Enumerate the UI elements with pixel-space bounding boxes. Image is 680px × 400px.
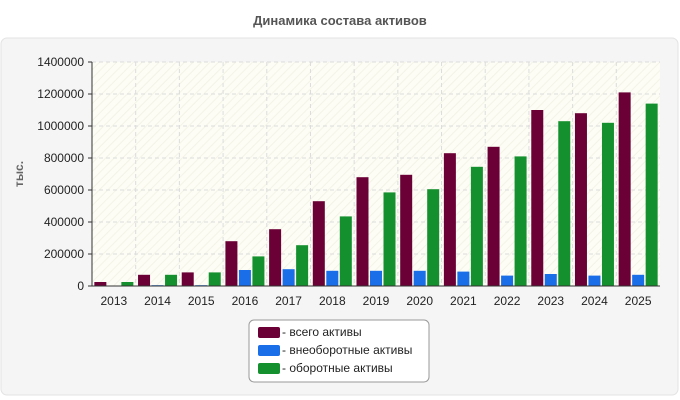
bar-series-0-2024 xyxy=(574,113,587,286)
x-tick-label: 2023 xyxy=(537,294,564,308)
x-tick-label: 2022 xyxy=(494,294,521,308)
legend-swatch xyxy=(258,345,280,356)
bar-series-0-2020 xyxy=(400,174,413,286)
bar-series-1-2022 xyxy=(501,275,514,286)
legend-swatch xyxy=(258,363,280,374)
bars xyxy=(94,92,658,287)
y-tick-label: 400000 xyxy=(44,215,84,229)
x-tick-label: 2015 xyxy=(188,294,215,308)
y-tick-label: 0 xyxy=(77,279,84,293)
x-tick-label: 2018 xyxy=(319,294,346,308)
bar-series-0-2021 xyxy=(443,153,456,286)
bar-series-0-2023 xyxy=(531,110,544,286)
bar-series-1-2017 xyxy=(282,269,295,286)
x-tick-label: 2017 xyxy=(275,294,302,308)
plot-area xyxy=(92,62,660,286)
x-tick-label: 2013 xyxy=(100,294,127,308)
legend-entry: - внеоборотные активы xyxy=(282,343,412,357)
legend-entry: - оборотные активы xyxy=(282,361,393,375)
bar-series-0-2018 xyxy=(312,201,325,286)
bar-series-0-2016 xyxy=(225,241,238,286)
bar-series-2-2013 xyxy=(121,282,134,286)
bar-series-2-2018 xyxy=(339,216,352,286)
x-tick-label: 2014 xyxy=(144,294,171,308)
bar-series-1-2024 xyxy=(588,275,601,286)
bar-series-0-2025 xyxy=(618,92,631,287)
bar-series-2-2019 xyxy=(383,192,396,286)
bar-series-1-2018 xyxy=(326,270,339,286)
legend-box xyxy=(248,319,430,383)
bar-series-0-2022 xyxy=(487,146,500,286)
bar-series-2-2014 xyxy=(165,274,178,286)
chart-title: Динамика состава активов xyxy=(253,13,427,28)
bar-series-0-2013 xyxy=(94,282,107,286)
x-tick-label: 2024 xyxy=(581,294,608,308)
x-tick-label: 2020 xyxy=(406,294,433,308)
bar-series-0-2015 xyxy=(181,272,194,286)
y-axis-label: тыс. xyxy=(12,161,26,187)
grid-lines xyxy=(92,61,660,286)
bar-series-1-2021 xyxy=(457,271,470,286)
y-tick-label: 1400000 xyxy=(37,55,84,69)
bar-series-2-2021 xyxy=(470,166,483,286)
legend-entry: - всего активы xyxy=(282,325,362,339)
bar-series-2-2023 xyxy=(558,121,571,286)
legend: - всего активы - внеоборотные активы - обо… xyxy=(248,319,430,383)
bar-series-1-2025 xyxy=(632,274,645,286)
y-tick-label: 800000 xyxy=(44,151,84,165)
axes xyxy=(88,61,660,287)
bar-series-1-2019 xyxy=(370,270,382,286)
x-tick-label: 2021 xyxy=(450,294,477,308)
bar-series-2-2025 xyxy=(645,103,658,286)
x-tick-labels: 2013 2014 2015 2016 2017 2018 2019 2020 2021 2022… xyxy=(100,294,651,308)
bar-series-1-2016 xyxy=(238,270,251,286)
y-tick-label: 200000 xyxy=(44,247,84,261)
bar-series-2-2016 xyxy=(252,256,265,286)
bar-series-0-2017 xyxy=(269,229,282,286)
y-tick-label: 600000 xyxy=(44,183,84,197)
bar-series-0-2019 xyxy=(356,177,369,286)
bar-series-2-2024 xyxy=(601,122,614,286)
y-tick-labels: 0 200000 400000 600000 800000 1000000 1200000 1… xyxy=(37,55,84,293)
x-tick-label: 2019 xyxy=(363,294,390,308)
x-tick-label: 2025 xyxy=(625,294,652,308)
y-tick-label: 1000000 xyxy=(37,119,84,133)
x-tick-label: 2016 xyxy=(232,294,259,308)
bar-series-2-2020 xyxy=(427,189,440,286)
bar-series-1-2023 xyxy=(544,274,557,286)
bar-series-0-2014 xyxy=(138,274,151,286)
bar-series-2-2017 xyxy=(296,245,309,286)
bar-series-1-2020 xyxy=(413,270,426,286)
legend-swatch xyxy=(258,327,280,338)
bar-series-2-2015 xyxy=(208,272,221,286)
y-tick-label: 1200000 xyxy=(37,87,84,101)
bar-series-2-2022 xyxy=(514,156,527,286)
